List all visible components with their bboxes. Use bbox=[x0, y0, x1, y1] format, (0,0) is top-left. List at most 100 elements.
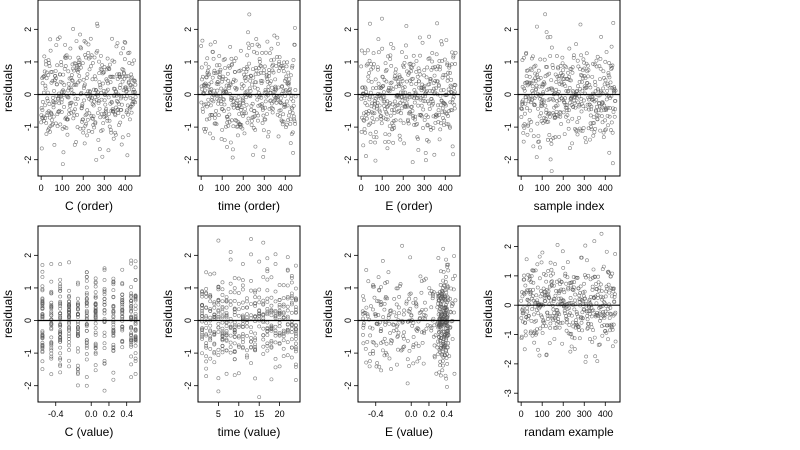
data-point bbox=[103, 108, 108, 113]
data-point bbox=[365, 312, 370, 317]
data-point bbox=[580, 88, 585, 93]
data-point bbox=[200, 337, 204, 341]
data-point bbox=[211, 93, 216, 98]
data-point bbox=[583, 296, 587, 301]
data-point bbox=[289, 280, 294, 285]
data-point bbox=[257, 313, 262, 318]
data-point bbox=[293, 94, 298, 99]
data-point bbox=[103, 93, 107, 98]
data-point bbox=[450, 97, 455, 101]
data-point bbox=[398, 283, 402, 288]
data-point bbox=[371, 51, 376, 56]
data-point bbox=[270, 110, 275, 115]
data-point bbox=[442, 118, 447, 123]
data-point bbox=[580, 310, 585, 315]
data-point bbox=[443, 373, 448, 378]
data-point bbox=[588, 312, 593, 317]
data-point bbox=[439, 39, 444, 44]
data-point bbox=[232, 286, 237, 291]
x-tick-label: 200 bbox=[76, 183, 91, 193]
data-point bbox=[93, 363, 98, 368]
data-point bbox=[215, 63, 219, 68]
plot-frame bbox=[517, 225, 621, 403]
data-point bbox=[111, 344, 116, 349]
data-point bbox=[227, 65, 232, 70]
data-point bbox=[387, 132, 392, 137]
data-point bbox=[285, 327, 290, 332]
data-point bbox=[204, 333, 209, 338]
data-point bbox=[388, 309, 392, 313]
data-point bbox=[245, 315, 249, 320]
data-point bbox=[76, 55, 81, 60]
data-point bbox=[556, 320, 561, 324]
data-point bbox=[610, 63, 615, 68]
data-point bbox=[371, 340, 376, 345]
x-tick-label: 300 bbox=[577, 409, 592, 419]
data-point bbox=[569, 331, 574, 336]
data-point bbox=[569, 67, 574, 72]
y-tick-label: 0 bbox=[503, 303, 513, 308]
data-point bbox=[598, 57, 603, 61]
data-point bbox=[424, 326, 429, 331]
data-point bbox=[388, 113, 393, 118]
data-point bbox=[590, 340, 595, 344]
data-point bbox=[285, 314, 290, 319]
data-point bbox=[40, 100, 45, 104]
data-point bbox=[120, 345, 125, 350]
data-point bbox=[446, 341, 451, 346]
data-point bbox=[228, 257, 233, 262]
data-point bbox=[93, 310, 98, 315]
data-point bbox=[67, 315, 71, 320]
data-point bbox=[603, 309, 608, 314]
data-point bbox=[612, 85, 617, 90]
data-point bbox=[240, 126, 245, 131]
data-point bbox=[446, 87, 451, 92]
data-point bbox=[558, 64, 563, 68]
data-point bbox=[589, 125, 593, 129]
data-point bbox=[58, 317, 63, 322]
data-point bbox=[545, 317, 550, 322]
x-tick-label: 400 bbox=[118, 183, 133, 193]
data-point bbox=[433, 79, 438, 83]
data-point bbox=[118, 74, 122, 79]
data-point bbox=[40, 330, 45, 335]
data-point bbox=[208, 293, 213, 297]
data-point bbox=[47, 102, 52, 106]
data-point bbox=[438, 346, 443, 351]
data-point bbox=[577, 293, 582, 298]
data-point bbox=[552, 310, 557, 315]
data-point bbox=[387, 89, 392, 94]
data-point bbox=[612, 286, 616, 291]
data-point bbox=[120, 79, 125, 84]
data-point bbox=[576, 84, 580, 88]
data-point bbox=[411, 53, 416, 58]
data-point bbox=[81, 117, 85, 122]
data-point bbox=[584, 51, 589, 56]
data-point bbox=[402, 141, 406, 146]
data-point bbox=[57, 101, 62, 106]
data-point bbox=[537, 254, 542, 259]
data-point bbox=[218, 67, 223, 72]
data-point bbox=[236, 334, 241, 339]
data-point bbox=[572, 101, 577, 105]
data-point bbox=[522, 277, 527, 282]
data-point bbox=[377, 103, 382, 108]
data-point bbox=[220, 350, 225, 355]
data-point bbox=[216, 347, 221, 352]
data-point bbox=[411, 62, 416, 67]
y-tick-label: 2 bbox=[23, 27, 33, 32]
data-point bbox=[200, 294, 204, 299]
x-tick-label: 100 bbox=[375, 183, 390, 193]
data-point bbox=[230, 155, 235, 160]
data-point bbox=[133, 100, 138, 105]
data-point bbox=[219, 99, 223, 104]
data-point bbox=[200, 319, 204, 324]
data-point bbox=[529, 280, 534, 285]
data-point bbox=[81, 77, 86, 82]
data-point bbox=[281, 296, 286, 301]
data-point bbox=[47, 64, 52, 68]
data-point bbox=[532, 103, 537, 108]
data-point bbox=[610, 66, 614, 70]
